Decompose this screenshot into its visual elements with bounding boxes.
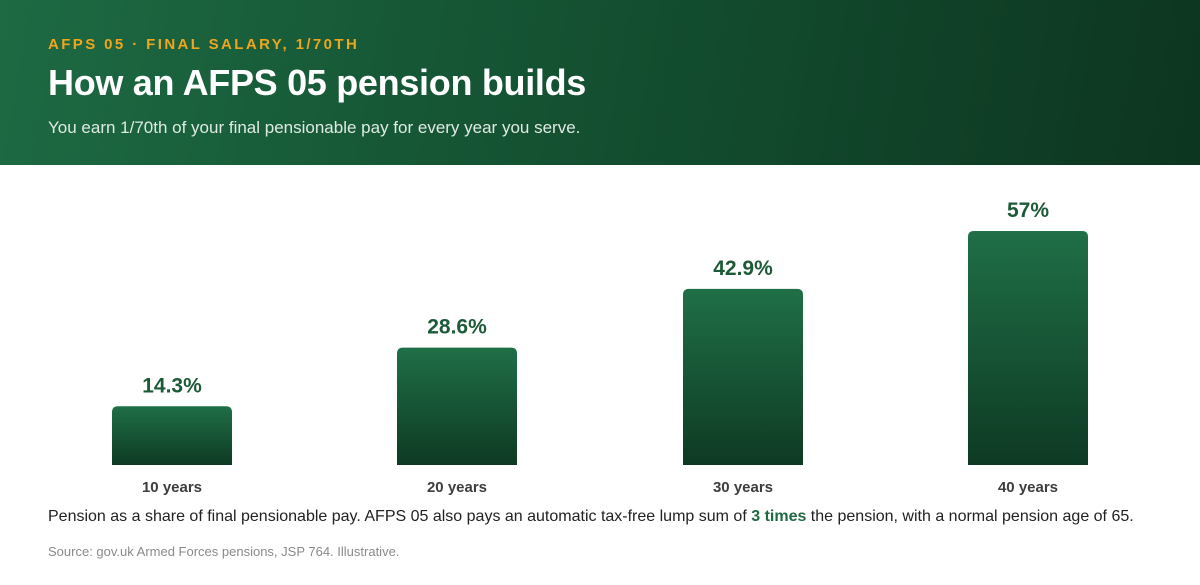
caption-text: Pension as a share of final pensionable … — [48, 508, 752, 525]
bar — [397, 347, 517, 465]
bar — [683, 288, 803, 465]
caption-text-end: the pension, with a normal pension age o… — [806, 508, 1134, 525]
bar-value-label: 57% — [1007, 199, 1049, 222]
x-tick-label: 40 years — [998, 479, 1058, 496]
bar-value-label: 14.3% — [142, 374, 202, 397]
bars-group: 14.3% 10 years 28.6% 20 years 42.9% 30 years 5… — [112, 199, 1088, 496]
bar-chart: 14.3% 10 years 28.6% 20 years 42.9% 30 years 5… — [112, 199, 1088, 496]
chart-title: How an AFPS 05 pension builds — [48, 62, 587, 103]
bar — [968, 231, 1088, 465]
eyebrow-label: AFPS 05 · FINAL SALARY, 1/70TH — [48, 36, 360, 53]
header-banner: AFPS 05 · FINAL SALARY, 1/70TH How an AF… — [0, 0, 1200, 165]
bar — [112, 406, 232, 465]
chart-subtitle: You earn 1/70th of your final pensionabl… — [48, 118, 581, 137]
bar-value-label: 28.6% — [427, 316, 487, 339]
bar-value-label: 42.9% — [713, 257, 773, 280]
x-tick-label: 30 years — [713, 479, 773, 496]
x-tick-label: 10 years — [142, 479, 202, 496]
chart-caption: Pension as a share of final pensionable … — [48, 508, 1168, 526]
source-note: Source: gov.uk Armed Forces pensions, JS… — [48, 544, 400, 559]
x-tick-label: 20 years — [427, 479, 487, 496]
caption-highlight: 3 times — [751, 508, 807, 525]
